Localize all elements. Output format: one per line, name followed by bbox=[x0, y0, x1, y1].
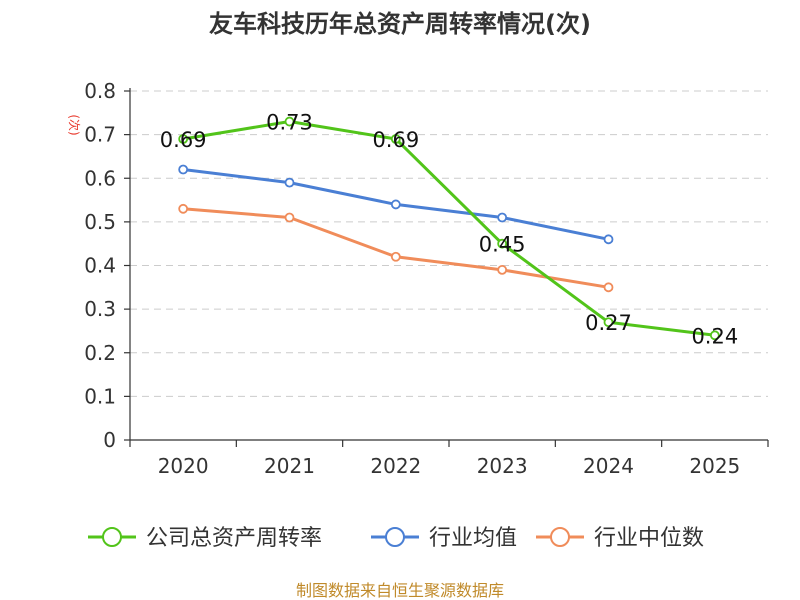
data-point[interactable] bbox=[603, 317, 614, 328]
y-tick-label: 0.7 bbox=[84, 123, 116, 147]
x-tick-label: 2022 bbox=[370, 454, 421, 478]
data-label: 0.73 bbox=[266, 111, 313, 135]
data-point[interactable] bbox=[178, 164, 189, 175]
data-point[interactable] bbox=[603, 282, 614, 293]
y-axis-label: (次) bbox=[67, 114, 81, 135]
y-tick-label: 0.4 bbox=[84, 254, 116, 278]
x-tick-label: 2023 bbox=[477, 454, 528, 478]
legend-marker bbox=[102, 527, 122, 547]
legend-item[interactable]: 行业均值 bbox=[371, 526, 517, 551]
y-tick-label: 0 bbox=[103, 428, 116, 452]
data-point[interactable] bbox=[284, 177, 295, 188]
x-tick-label: 2020 bbox=[158, 454, 209, 478]
data-label: 0.45 bbox=[479, 233, 526, 257]
data-point[interactable] bbox=[178, 134, 189, 144]
data-point[interactable] bbox=[390, 134, 401, 144]
data-point[interactable] bbox=[709, 330, 720, 341]
data-point[interactable] bbox=[497, 238, 508, 249]
data-point[interactable] bbox=[284, 212, 295, 223]
legend-label: 公司总资产周转率 bbox=[146, 526, 322, 551]
data-point[interactable] bbox=[603, 234, 614, 245]
y-tick-label: 0.3 bbox=[84, 297, 116, 321]
legend-label: 行业中位数 bbox=[594, 526, 704, 551]
data-point[interactable] bbox=[178, 203, 189, 214]
data-label: 0.27 bbox=[585, 311, 632, 335]
data-label: 0.69 bbox=[160, 128, 207, 152]
x-tick-label: 2024 bbox=[583, 454, 634, 478]
legend-label: 行业均值 bbox=[429, 526, 517, 551]
y-tick-label: 0.2 bbox=[84, 341, 116, 365]
data-label: 0.24 bbox=[691, 324, 738, 348]
chart-title: 友车科技历年总资产周转率情况(次) bbox=[209, 10, 591, 38]
legend-marker bbox=[550, 527, 570, 547]
y-tick-label: 0.1 bbox=[84, 384, 116, 408]
data-label: 0.69 bbox=[372, 128, 419, 152]
series-line bbox=[182, 120, 716, 337]
data-point[interactable] bbox=[497, 212, 508, 223]
data-point[interactable] bbox=[497, 264, 508, 275]
legend-item[interactable]: 公司总资产周转率 bbox=[88, 526, 322, 551]
source-note: 制图数据来自恒生聚源数据库 bbox=[296, 581, 504, 600]
legend-item[interactable]: 行业中位数 bbox=[536, 526, 704, 551]
y-tick-label: 0.5 bbox=[84, 210, 116, 234]
x-tick-label: 2021 bbox=[264, 454, 315, 478]
data-point[interactable] bbox=[390, 251, 401, 262]
data-point[interactable] bbox=[390, 199, 401, 210]
y-tick-label: 0.8 bbox=[84, 79, 116, 103]
x-tick-label: 2025 bbox=[689, 454, 740, 478]
data-point[interactable] bbox=[284, 116, 295, 127]
y-tick-label: 0.6 bbox=[84, 166, 116, 190]
legend-marker bbox=[385, 527, 405, 547]
